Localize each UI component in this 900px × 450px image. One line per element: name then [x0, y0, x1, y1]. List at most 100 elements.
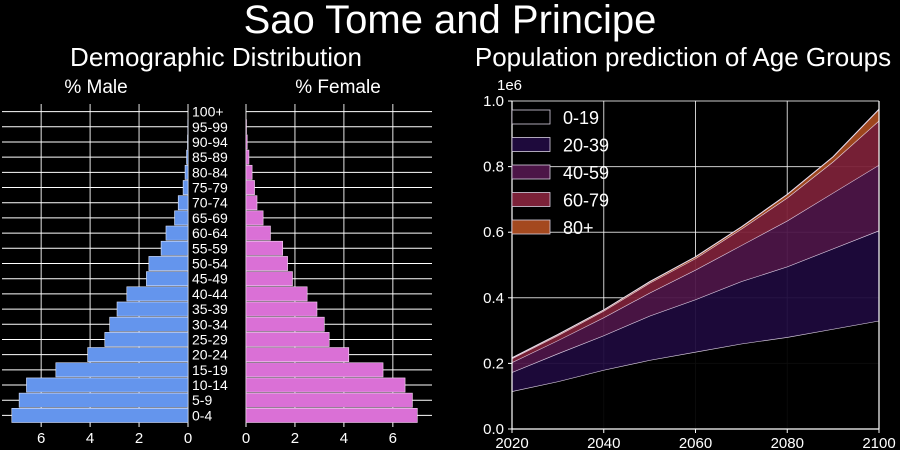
age-group-label: 30-34 [192, 316, 228, 332]
female-bar [245, 332, 330, 347]
figure-title: Sao Tome and Principe [243, 0, 657, 42]
female-bar [245, 301, 318, 317]
female-bar [245, 286, 308, 302]
age-group-label: 20-24 [192, 347, 228, 363]
x-tick-label: 2040 [587, 435, 620, 450]
age-group-label: 90-94 [192, 134, 228, 150]
legend-label: 60-79 [563, 191, 609, 211]
legend-swatch [511, 219, 551, 235]
legend-swatch [511, 164, 551, 180]
male-panel-label: % Male [64, 77, 127, 98]
y-tick-label: 0.8 [483, 159, 504, 176]
male-bar [174, 210, 189, 226]
x-tick-label: 6 [37, 430, 45, 447]
x-tick-label: 2080 [771, 435, 804, 450]
x-tick-label: 0 [184, 430, 192, 447]
pyramid-title: Demographic Distribution [70, 42, 362, 72]
x-tick-label: 6 [389, 430, 397, 447]
female-bar [245, 256, 288, 271]
male-bar [165, 225, 189, 241]
female-bar [245, 408, 418, 423]
y-tick-label: 0.2 [483, 355, 504, 372]
male-bar [182, 180, 189, 195]
female-bar [245, 240, 284, 256]
area-0-19 [512, 320, 879, 429]
female-bar [245, 180, 255, 195]
male-bar [11, 408, 189, 423]
x-tick-label: 2 [291, 430, 299, 447]
age-group-label: 25-29 [192, 331, 228, 347]
age-group-label: 95-99 [192, 119, 228, 135]
x-tick-label: 2100 [862, 435, 895, 450]
female-bar [245, 316, 325, 332]
male-bar [148, 256, 189, 271]
female-bar [245, 134, 248, 150]
age-group-label: 15-19 [192, 362, 228, 378]
x-tick-label: 2 [135, 430, 143, 447]
female-bar [245, 362, 384, 378]
male-bar [104, 332, 189, 347]
x-tick-label: 4 [340, 430, 348, 447]
age-group-label: 100+ [192, 104, 224, 120]
male-bar [177, 195, 189, 211]
age-group-label: 80-84 [192, 164, 228, 180]
x-tick-label: 2060 [679, 435, 712, 450]
male-bar [186, 149, 189, 165]
area-chart-title: Population prediction of Age Groups [475, 42, 891, 72]
age-group-label: 45-49 [192, 271, 228, 287]
age-group-label: 85-89 [192, 149, 228, 165]
female-bar [245, 210, 264, 226]
female-bar [245, 195, 258, 211]
age-group-label: 10-14 [192, 377, 228, 393]
age-group-label: 50-54 [192, 256, 228, 272]
female-panel-label: % Female [295, 77, 381, 98]
male-bar [55, 362, 189, 378]
x-tick-label: 0 [242, 430, 250, 447]
legend-label: 80+ [563, 218, 594, 238]
age-group-label: 65-69 [192, 210, 228, 226]
male-bar [146, 271, 189, 287]
age-group-label: 35-39 [192, 301, 228, 317]
y-tick-label: 0.0 [483, 421, 504, 438]
age-group-label: 60-64 [192, 225, 228, 241]
male-bar [26, 377, 189, 393]
x-tick-label: 2020 [495, 435, 528, 450]
age-group-label: 55-59 [192, 240, 228, 256]
female-bar [245, 347, 350, 363]
female-bar [245, 392, 413, 408]
y-tick-label: 0.6 [483, 224, 504, 241]
age-group-area-chart: 0.0 0.2 0.4 0.6 0.8 1.0 2020 2040 2060 2080 2100 0-… [483, 93, 896, 450]
age-group-label: 70-74 [192, 195, 228, 211]
age-group-label: 0-4 [192, 407, 212, 423]
male-bar [184, 164, 189, 180]
y-tick-label: 0.4 [483, 290, 504, 307]
male-bar [160, 240, 189, 256]
population-pyramid: 0-45-910-1415-1920-2425-2930-3435-3940-4… [2, 104, 432, 447]
legend-swatch [511, 192, 551, 207]
male-bar [18, 392, 189, 408]
female-bar [245, 164, 253, 180]
age-group-label: 75-79 [192, 180, 228, 196]
female-bar [245, 225, 271, 241]
male-bar [126, 286, 189, 302]
legend-label: 40-59 [563, 163, 609, 183]
x-tick-label: 4 [86, 430, 94, 447]
y-tick-label: 1.0 [483, 93, 504, 110]
legend-swatch [511, 109, 551, 125]
male-bar [116, 301, 189, 317]
male-bar [87, 347, 189, 363]
female-bar [245, 377, 406, 393]
age-group-label: 5-9 [192, 392, 212, 408]
legend-label: 20-39 [563, 136, 609, 156]
age-group-label: 40-44 [192, 286, 228, 302]
legend-label: 0-19 [563, 108, 599, 128]
legend-swatch [511, 137, 551, 152]
area-40-59 [512, 164, 879, 373]
female-bar [245, 149, 250, 165]
female-bar [245, 271, 293, 287]
y-scale-label: 1e6 [497, 77, 522, 94]
area-edge-line [511, 108, 880, 359]
male-bar [109, 316, 189, 332]
area-20-39 [512, 230, 879, 392]
